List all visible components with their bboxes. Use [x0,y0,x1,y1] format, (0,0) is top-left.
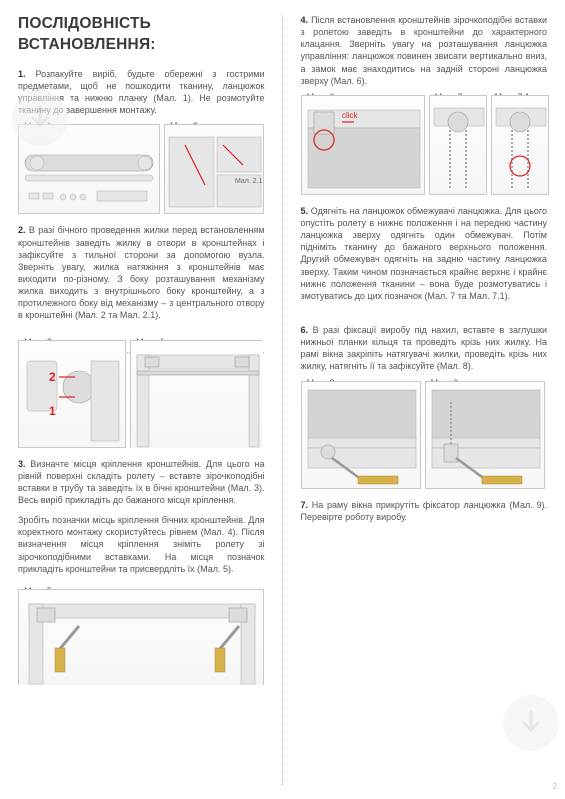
step-7-text: 7. На раму вікна прикрутіть фіксатор лан… [301,499,548,523]
svg-text:click: click [342,111,359,120]
fig7-illustration [430,96,488,196]
step-3b-text: Зробіть позначки місць кріплення бічних … [18,514,265,575]
fig9-illustration [426,382,546,490]
figure-8 [301,381,421,489]
right-column: 4. Після встановлення кронштейнів зірочк… [283,0,565,799]
figure-3: 2 1 [18,340,126,448]
fig8-illustration [302,382,422,490]
figure-6: click [301,95,425,195]
svg-text:2: 2 [49,370,56,384]
figure-row-3-4: Мал. 3 2 1 Мал. 4 [18,340,265,448]
step-2-text: 2. В разі бічного проведення жилки перед… [18,224,265,321]
watermark-icon-2 [503,695,559,751]
watermark-icon [12,90,68,146]
figure-7 [429,95,487,195]
fig2-illustration: Мал. 2.1 [165,125,265,215]
fig5-illustration [19,590,265,686]
page-number: 2 [553,782,557,793]
fig6-illustration: click [302,96,426,196]
step-3a-text: 3. Визначте місця кріплення кронштейнів.… [18,458,265,507]
figure-71 [491,95,549,195]
figure-9 [425,381,545,489]
step-5-text: 5. Одягніть на ланцюжок обмежувачі ланцю… [301,205,548,302]
fig4-illustration [131,341,263,449]
figure-2: Мал. 2.1 [164,124,264,214]
left-column: ПОСЛІДОВНІСТЬ ВСТАНОВЛЕННЯ: 1. Розпакуйт… [0,0,283,799]
figure-4 [130,340,262,448]
page-title: ПОСЛІДОВНІСТЬ ВСТАНОВЛЕННЯ: [18,14,265,56]
figure-5 [18,589,264,685]
step-6-text: 6. В разі фіксації виробу під нахил, вст… [301,324,548,373]
svg-text:1: 1 [49,404,56,418]
figure-row-6-7: Мал. 6 click Мал. 7 [301,95,548,195]
fig71-illustration [492,96,550,196]
fig3-illustration: 2 1 [19,341,127,449]
figure-row-8-9: Мал. 8 Мал. 9 [301,381,548,489]
svg-text:Мал. 2.1: Мал. 2.1 [235,178,263,185]
step-4-text: 4. Після встановлення кронштейнів зірочк… [301,14,548,87]
